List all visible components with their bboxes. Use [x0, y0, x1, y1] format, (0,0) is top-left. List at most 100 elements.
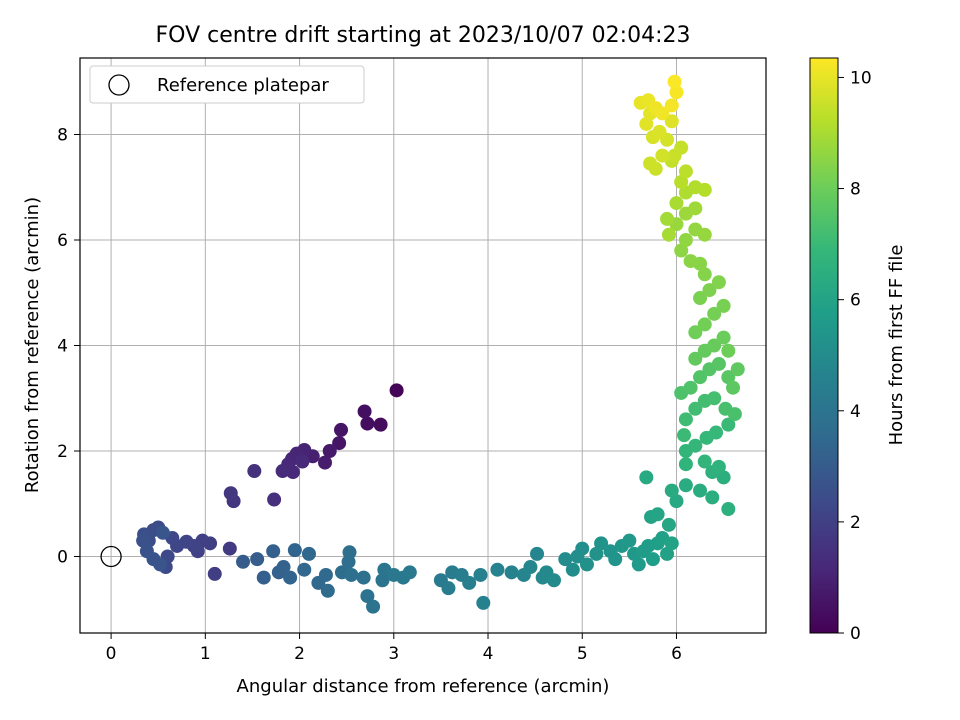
- colorbar-tick-label: 0: [850, 624, 861, 644]
- colorbar-tick-label: 8: [850, 180, 861, 200]
- y-axis-label: Rotation from reference (arcmin): [22, 197, 43, 493]
- data-point: [318, 567, 333, 582]
- y-tick-label: 4: [57, 337, 68, 357]
- data-point: [667, 148, 682, 163]
- data-point: [697, 182, 712, 197]
- data-point: [266, 544, 281, 559]
- data-point: [256, 570, 271, 585]
- data-point: [276, 560, 291, 575]
- data-point: [678, 457, 693, 472]
- data-point: [707, 391, 722, 406]
- data-point: [462, 575, 477, 590]
- x-tick-label: 0: [106, 644, 117, 664]
- data-point: [709, 425, 724, 440]
- data-point: [441, 581, 456, 596]
- y-tick-label: 0: [57, 548, 68, 568]
- data-point: [608, 552, 623, 567]
- data-point: [594, 536, 609, 551]
- data-point: [473, 567, 488, 582]
- data-point: [697, 317, 712, 332]
- data-point: [688, 201, 703, 216]
- reference-marker: [100, 545, 122, 568]
- data-point: [669, 196, 684, 211]
- data-point: [366, 599, 381, 614]
- data-point: [153, 557, 168, 572]
- x-tick-label: 6: [671, 644, 682, 664]
- data-point: [702, 283, 717, 298]
- data-point: [565, 562, 580, 577]
- x-axis-ticks: 0 1 2 3 4 5 6: [106, 633, 682, 664]
- data-point: [688, 438, 703, 453]
- data-point: [650, 507, 665, 522]
- data-point: [683, 254, 698, 269]
- data-point: [693, 483, 708, 498]
- colorbar-ticks: 0 2 4 6 8 10: [838, 68, 872, 644]
- data-point: [402, 565, 417, 580]
- data-point: [247, 464, 262, 479]
- x-tick-label: 2: [294, 644, 305, 664]
- colorbar-label: Hours from first FF file: [886, 245, 907, 446]
- legend: Reference platepar: [89, 65, 365, 104]
- data-point: [688, 351, 703, 366]
- data-point: [334, 422, 349, 437]
- data-point: [643, 156, 658, 171]
- data-point: [655, 148, 670, 163]
- data-point: [155, 525, 170, 540]
- data-point: [660, 546, 675, 561]
- y-tick-label: 8: [57, 125, 68, 145]
- x-tick-label: 4: [483, 644, 494, 664]
- data-point: [688, 325, 703, 340]
- data-point: [697, 227, 712, 242]
- data-point: [267, 492, 282, 507]
- x-tick-label: 5: [577, 644, 588, 664]
- data-point: [664, 536, 679, 551]
- data-point: [546, 573, 561, 588]
- data-point: [342, 545, 357, 560]
- data-point: [716, 298, 731, 313]
- data-point: [373, 417, 388, 432]
- colorbar-tick-label: 6: [850, 291, 861, 311]
- data-point: [711, 459, 726, 474]
- data-point: [207, 566, 222, 581]
- data-point: [357, 404, 372, 419]
- data-point: [250, 552, 265, 567]
- data-point: [697, 267, 712, 282]
- data-point: [523, 560, 538, 575]
- data-point: [721, 343, 736, 358]
- data-point: [375, 573, 390, 588]
- data-point: [320, 583, 335, 598]
- data-point: [677, 428, 692, 443]
- data-point: [678, 478, 693, 493]
- x-axis-label: Angular distance from reference (arcmin): [237, 676, 610, 697]
- data-point: [476, 595, 491, 610]
- data-point: [222, 541, 237, 556]
- data-point: [667, 74, 682, 89]
- data-point: [697, 454, 712, 469]
- colorbar-tick-label: 10: [850, 68, 872, 88]
- legend-marker-icon: [108, 74, 130, 96]
- data-point: [678, 232, 693, 247]
- data-point: [344, 567, 359, 582]
- data-point: [295, 454, 310, 469]
- reference-point-icon: [100, 545, 122, 568]
- data-point: [721, 370, 736, 385]
- data-point: [711, 275, 726, 290]
- x-tick-label: 3: [388, 644, 399, 664]
- data-point: [275, 464, 290, 479]
- colorbar-tick-label: 4: [850, 402, 861, 422]
- data-point: [664, 114, 679, 129]
- data-point: [360, 416, 375, 431]
- data-point: [726, 380, 741, 395]
- data-point: [661, 227, 676, 242]
- data-point: [575, 541, 590, 556]
- data-point: [236, 554, 251, 569]
- data-point: [389, 383, 404, 398]
- data-point: [664, 98, 679, 113]
- data-point: [622, 533, 637, 548]
- chart-title: FOV centre drift starting at 2023/10/07 …: [156, 23, 691, 48]
- data-point: [721, 502, 736, 517]
- data-point: [711, 356, 726, 371]
- legend-box: [89, 65, 365, 104]
- data-point: [631, 557, 646, 572]
